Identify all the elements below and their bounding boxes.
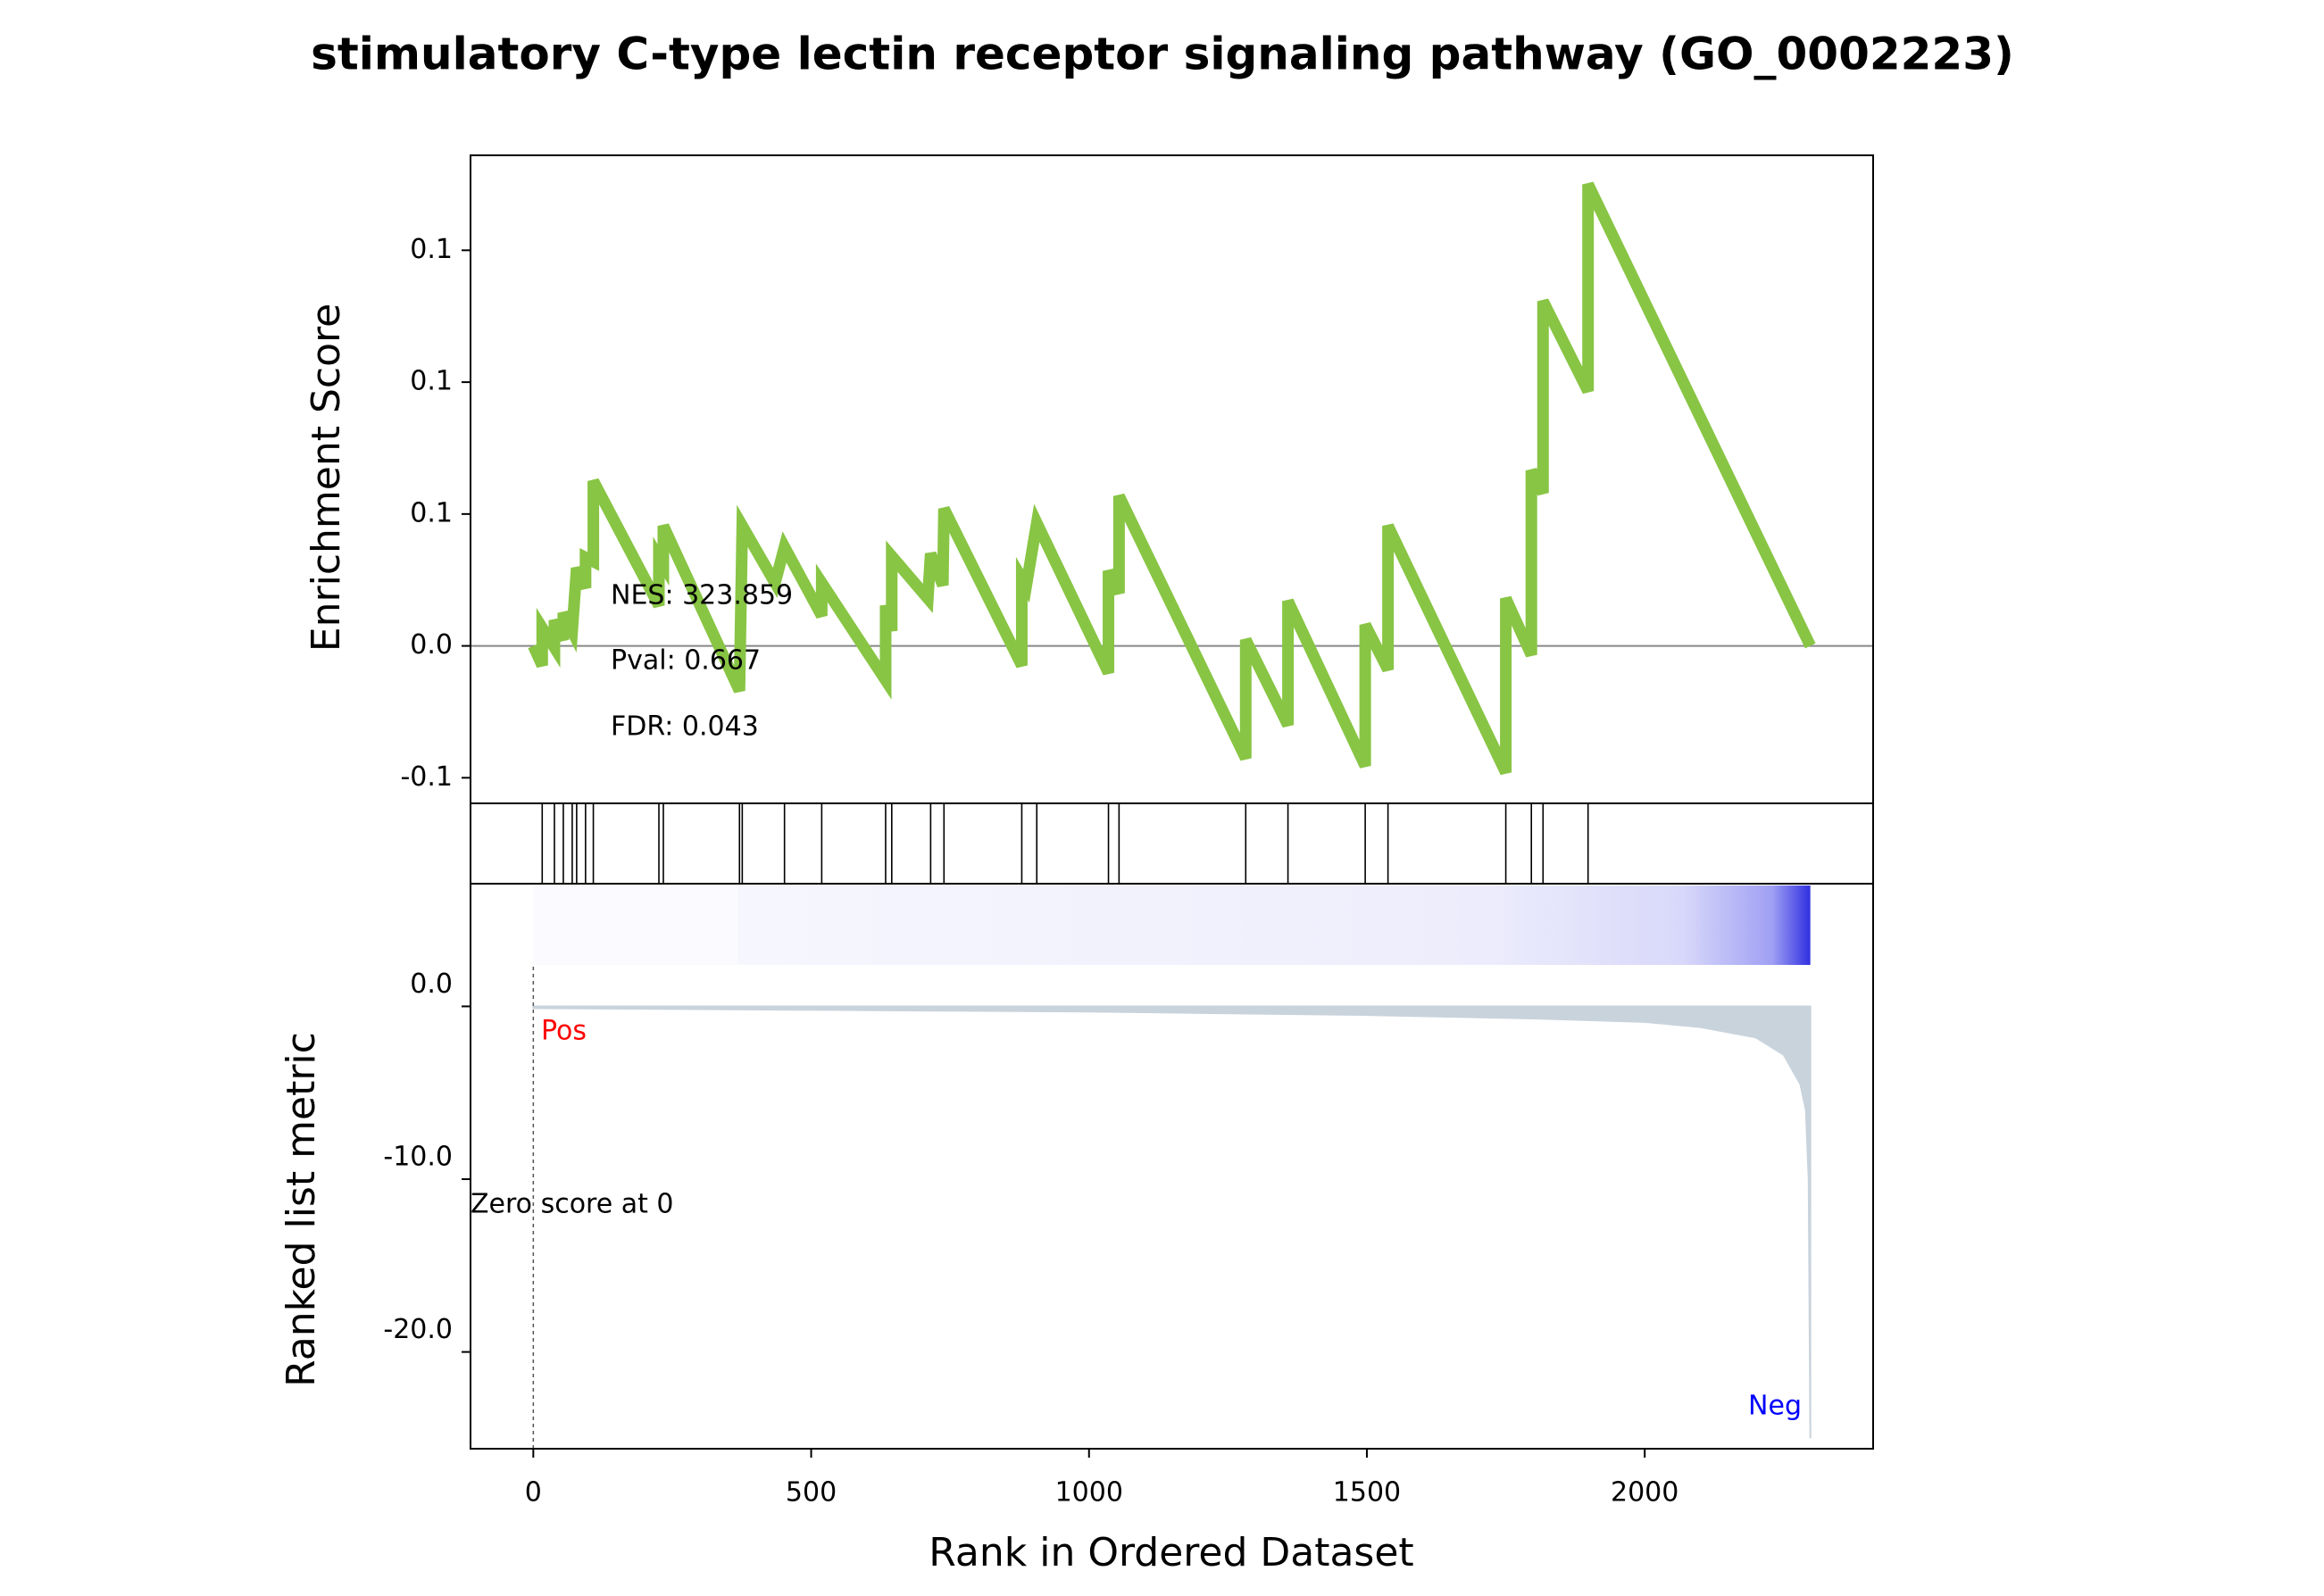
metric-area (532, 1005, 1812, 1439)
x-tick-label: 2000 (1611, 1477, 1678, 1509)
stat-annotation: NES: 323.859 (611, 580, 793, 611)
y-tick-label: 0.0 (410, 968, 453, 1000)
x-tick-label: 500 (786, 1477, 837, 1509)
y-axis-label: Enrichment Score (304, 303, 349, 652)
x-tick-label: 0 (525, 1477, 542, 1509)
enrichment-line (528, 181, 1816, 776)
y-tick-label: 0.1 (410, 366, 453, 397)
y-axis-label: Ranked list metric (279, 1032, 324, 1387)
plot-frame (470, 883, 1874, 1450)
y-tick-label: -0.1 (400, 761, 453, 793)
y-tick-label: 0.1 (410, 234, 453, 265)
y-tick-label: 0.0 (410, 629, 453, 661)
rank-gradient (533, 885, 1811, 965)
y-tick-label: -20.0 (383, 1314, 453, 1345)
stat-annotation: FDR: 0.043 (611, 711, 759, 743)
y-tick-label: 0.1 (410, 497, 453, 528)
neg-label: Neg (1748, 1391, 1802, 1422)
chart-title: stimulatory C-type lectin receptor signa… (311, 29, 2014, 80)
x-axis-label: Rank in Ordered Dataset (929, 1530, 1413, 1575)
plot-frame (470, 154, 1874, 804)
x-tick-label: 1500 (1333, 1477, 1401, 1509)
hits-frame (470, 802, 1874, 885)
pos-label: Pos (541, 1016, 587, 1047)
zero-score-label: Zero score at 0 (471, 1189, 674, 1220)
y-tick-label: -10.0 (383, 1142, 453, 1173)
x-tick-label: 1000 (1055, 1477, 1123, 1509)
stat-annotation: Pval: 0.667 (611, 645, 761, 677)
